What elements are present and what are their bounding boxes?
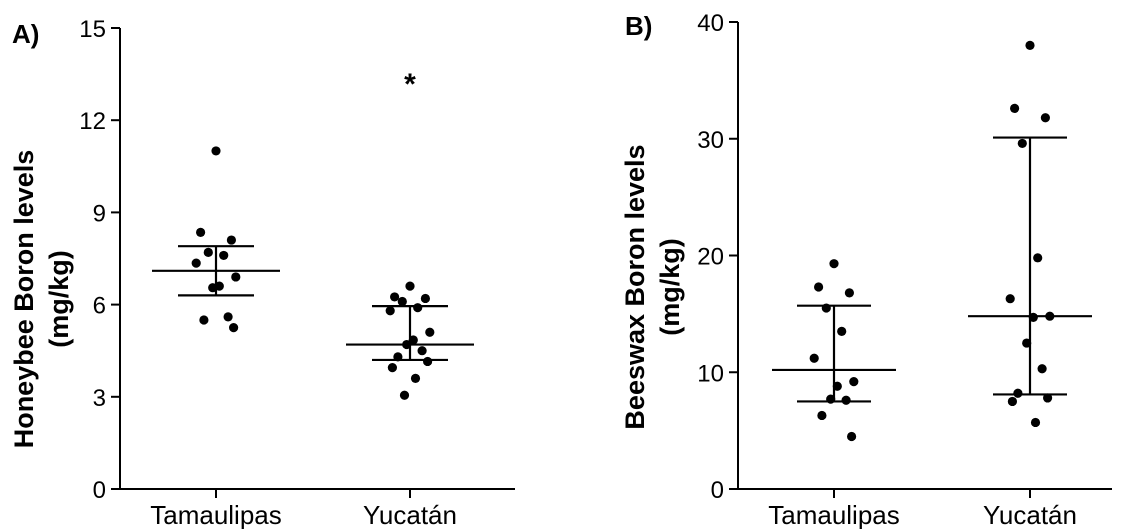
panel-a-data-point — [390, 292, 400, 302]
panel-b-data-point — [837, 326, 847, 336]
panel-b-y-tick-label: 10 — [697, 360, 724, 387]
panel-a-ylabel-line2: (mg/kg) — [44, 250, 74, 348]
panel-b-data-point — [1025, 40, 1035, 50]
panel-b-data-point — [1010, 103, 1020, 113]
panel-b-category-label: Yucatán — [983, 500, 1077, 529]
panel-a-data-point — [405, 281, 415, 291]
panel-b-data-point — [841, 395, 851, 405]
panel-a-data-point — [408, 335, 418, 345]
panel-b-data-point — [1043, 393, 1053, 403]
panel-b-data-point — [1037, 364, 1047, 374]
panel-b: B) Beeswax Boron levels (mg/kg) 0 10 20 30 4… — [620, 10, 1112, 529]
panel-a: A) Honeybee Boron levels (mg/kg) 0 3 6 9 12 1… — [9, 16, 515, 529]
panel-b-data-point — [1033, 253, 1043, 263]
panel-a-data-point — [387, 363, 397, 373]
panel-a-data-point — [191, 258, 201, 268]
panel-a-data-point — [397, 296, 407, 307]
panel-a-data-point — [208, 283, 218, 293]
panel-b-data-point — [844, 288, 855, 298]
panel-b-data-point — [826, 394, 836, 404]
panel-a-significance-marker: * — [404, 68, 416, 101]
panel-a-y-tick-label: 9 — [93, 200, 106, 227]
panel-a-data-point — [417, 346, 427, 356]
panel-a-data-point — [420, 293, 430, 304]
panel-b-label: B) — [625, 11, 652, 41]
panel-a-data-point — [229, 323, 239, 333]
panel-a-data-point — [219, 250, 229, 261]
panel-b-y-tick-label: 0 — [711, 477, 724, 504]
panel-a-data-point — [425, 327, 435, 337]
panel-a-data-point — [226, 235, 236, 245]
panel-b-data-point — [1028, 312, 1038, 322]
panel-b-category-label: Tamaulipas — [768, 500, 900, 529]
panel-a-y-tick-label: 6 — [93, 293, 106, 320]
panel-b-data-point — [832, 381, 842, 391]
panel-b-data-point — [1007, 396, 1018, 407]
panel-a-y-tick-label: 15 — [79, 16, 106, 43]
panel-b-data-point — [1022, 338, 1032, 348]
panel-a-plot: 0 3 6 9 12 15 Tamaulipas Yucatán * — [79, 16, 515, 529]
panel-a-category-label: Yucatán — [363, 500, 457, 529]
panel-a-data-point — [223, 312, 233, 322]
panel-b-data-point — [1030, 417, 1041, 428]
panel-a-data-point — [402, 339, 412, 350]
panel-a-data-point — [203, 247, 213, 257]
panel-a-data-point — [199, 315, 209, 325]
panel-a-data-point — [393, 352, 403, 362]
panel-b-y-tick-label: 30 — [697, 127, 724, 154]
panel-b-data-point — [821, 303, 831, 313]
panel-a-data-point — [423, 356, 433, 367]
panel-a-ylabel-line1: Honeybee Boron levels — [9, 150, 39, 449]
panel-b-data-point — [849, 376, 859, 387]
panel-b-data-point — [829, 259, 839, 269]
panel-b-data-point — [809, 353, 819, 363]
panel-b-data-point — [1045, 311, 1055, 321]
panel-a-data-point — [196, 227, 206, 237]
panel-a-data-point — [413, 303, 423, 313]
panel-b-data-point — [847, 431, 857, 442]
panel-b-data-point — [1005, 294, 1015, 304]
panel-b-y-tick-label: 20 — [697, 244, 724, 271]
panel-b-data-point — [1013, 388, 1023, 398]
panel-a-data-point — [399, 390, 410, 400]
panel-a-y-tick-label: 0 — [93, 477, 106, 504]
panel-a-category-label: Tamaulipas — [150, 500, 282, 529]
panel-a-data-point — [231, 272, 241, 282]
panel-b-data-point — [1017, 138, 1027, 149]
panel-b-ylabel-line2: (mg/kg) — [655, 238, 685, 336]
panel-b-plot: 0 10 20 30 40 Tamaulipas Yucatán — [697, 10, 1112, 529]
panel-b-data-point — [1040, 113, 1050, 123]
panel-a-y-tick-label: 3 — [93, 385, 106, 412]
panel-b-y-tick-label: 40 — [697, 10, 724, 37]
panel-b-ylabel-line1: Beeswax Boron levels — [620, 144, 650, 429]
panel-b-data-point — [814, 282, 824, 292]
panel-a-data-point — [211, 146, 221, 156]
panel-a-y-tick-label: 12 — [79, 108, 106, 135]
panel-a-data-point — [385, 306, 395, 316]
panel-a-label: A) — [12, 19, 39, 49]
panel-b-data-point — [817, 410, 827, 421]
panel-a-data-point — [410, 373, 421, 383]
